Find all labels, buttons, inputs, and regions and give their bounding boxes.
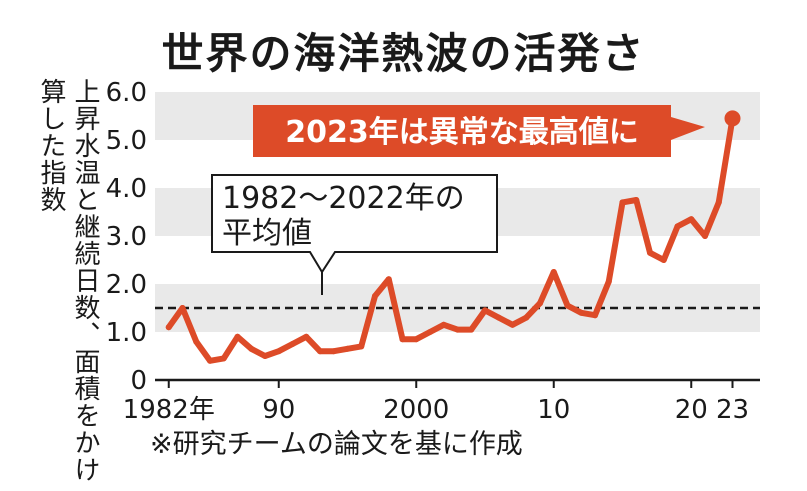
data-point	[358, 343, 365, 350]
x-tick-label: 10	[537, 395, 570, 425]
data-point	[399, 336, 406, 343]
x-ticks: 1982年 90 2000 10 20 23	[123, 380, 749, 425]
data-point	[537, 300, 543, 307]
data-point	[660, 257, 667, 263]
average-callout-line2: 平均値	[222, 216, 312, 251]
data-point	[619, 199, 626, 206]
data-point	[550, 269, 557, 275]
x-tick-label: 23	[716, 395, 749, 425]
x-tick-label: 20	[675, 395, 708, 425]
data-point	[509, 321, 516, 328]
highlight-callout-box	[253, 105, 671, 157]
data-point	[440, 321, 447, 328]
source-note: ※研究チームの論文を基に作成	[150, 429, 523, 460]
data-point	[605, 278, 612, 285]
data-point	[344, 345, 351, 352]
data-point	[564, 302, 571, 309]
data-point	[427, 329, 433, 335]
data-point	[275, 348, 282, 355]
data-point	[592, 312, 598, 319]
data-point	[413, 336, 420, 343]
data-point	[454, 326, 461, 333]
data-point	[523, 314, 530, 321]
data-point	[372, 293, 378, 299]
data-point	[578, 309, 585, 316]
highlight-point	[724, 110, 741, 127]
data-point	[495, 314, 502, 321]
y-tick-label: 5.0	[106, 126, 147, 156]
y-axis-label: 上昇水温と継続日数、面積をかけ算した指数	[36, 78, 100, 483]
data-point	[248, 345, 255, 352]
data-point	[234, 333, 241, 340]
data-point	[674, 223, 681, 230]
data-point	[715, 199, 722, 206]
highlight-callout: 2023年は異常な最高値に	[253, 105, 705, 157]
highlight-callout-arrow	[671, 117, 705, 140]
y-tick-label: 4.0	[106, 174, 147, 204]
data-point	[330, 348, 337, 355]
data-point	[482, 307, 488, 314]
y-tick-label: 3.0	[106, 222, 147, 252]
data-point	[165, 324, 172, 331]
x-tick-label: 2000	[383, 395, 449, 425]
y-tick-label: 1.0	[106, 318, 147, 348]
data-point	[385, 276, 392, 283]
y-ticks: 0 1.0 2.0 3.0 4.0 5.0 6.0	[106, 78, 147, 396]
data-point	[220, 355, 227, 362]
data-point	[207, 357, 213, 364]
highlight-callout-text: 2023年は異常な最高値に	[285, 115, 639, 150]
data-point	[317, 348, 323, 355]
data-point	[468, 326, 475, 333]
x-tick-label: 90	[262, 395, 295, 425]
average-callout-line1: 1982～2022年の	[222, 181, 465, 216]
data-point	[289, 341, 296, 347]
y-tick-label: 6.0	[106, 78, 147, 108]
y-tick-label: 2.0	[106, 270, 147, 300]
x-tick-label: 1982年	[123, 395, 215, 425]
data-point	[303, 333, 310, 340]
data-point	[179, 305, 186, 311]
data-point	[702, 233, 708, 239]
data-point	[262, 353, 268, 359]
data-point	[193, 338, 200, 345]
chart-title: 世界の海洋熱波の活発さ	[161, 29, 646, 78]
y-tick-label: 0	[130, 366, 147, 396]
data-point	[633, 197, 640, 203]
data-point	[688, 216, 695, 223]
average-callout: 1982～2022年の 平均値	[211, 174, 498, 295]
data-point	[647, 249, 653, 256]
